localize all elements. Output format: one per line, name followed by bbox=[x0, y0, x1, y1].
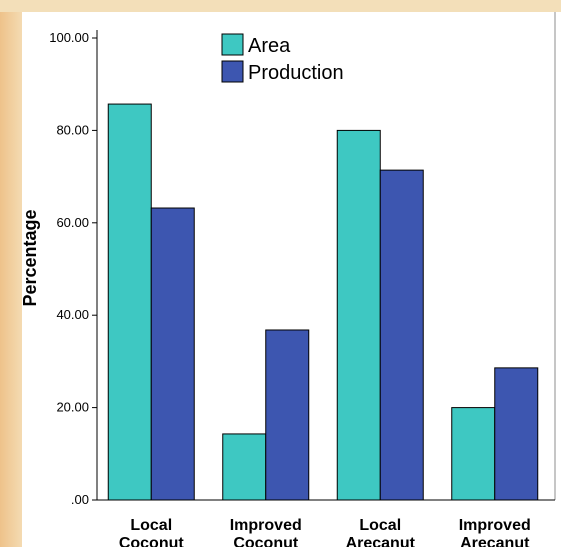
x-category-label-line: Coconut bbox=[119, 535, 185, 547]
legend-label-production: Production bbox=[248, 62, 344, 84]
legend-label-area: Area bbox=[248, 35, 291, 57]
slide-background-left bbox=[0, 0, 22, 547]
bar-production-0 bbox=[150, 207, 195, 501]
bar-area-1 bbox=[222, 433, 267, 501]
x-category-label-line: Improved bbox=[230, 517, 302, 534]
bar-area-2 bbox=[336, 129, 381, 501]
x-category-label-line: Arecanut bbox=[460, 535, 530, 547]
legend-swatch-production bbox=[221, 60, 244, 83]
y-tick-label: 80.00 bbox=[56, 122, 89, 137]
y-axis-title: Percentage bbox=[20, 209, 40, 306]
legend: Area Production bbox=[211, 23, 375, 93]
x-category-label-line: Improved bbox=[459, 517, 531, 534]
x-category-label-line: Local bbox=[359, 517, 401, 534]
bar-production-3 bbox=[494, 367, 539, 501]
bar-area-3 bbox=[451, 407, 496, 501]
x-category-label-line: Local bbox=[130, 517, 172, 534]
bar-production-2 bbox=[379, 169, 424, 501]
bar-area-0 bbox=[107, 103, 152, 501]
x-category-label: Local Arecanut bbox=[346, 517, 416, 547]
y-axis-ticks: .00 20.00 40.00 60.00 80.00 100.00 bbox=[49, 30, 97, 507]
x-category-label: Improved Coconut bbox=[230, 517, 302, 547]
y-tick-label: 60.00 bbox=[56, 215, 89, 230]
bar-production-1 bbox=[265, 329, 310, 501]
bar-series-group bbox=[107, 103, 539, 501]
slide-background-top bbox=[0, 0, 561, 12]
x-category-label-line: Arecanut bbox=[346, 535, 416, 547]
y-tick-label: 100.00 bbox=[49, 30, 89, 45]
y-tick-label: .00 bbox=[71, 492, 89, 507]
x-category-label: Local Coconut bbox=[119, 517, 185, 547]
legend-swatch-area bbox=[221, 33, 244, 56]
y-tick-label: 20.00 bbox=[56, 400, 89, 415]
x-category-label-line: Coconut bbox=[233, 535, 299, 547]
y-tick-label: 40.00 bbox=[56, 307, 89, 322]
x-category-label: Improved Arecanut bbox=[459, 517, 531, 547]
